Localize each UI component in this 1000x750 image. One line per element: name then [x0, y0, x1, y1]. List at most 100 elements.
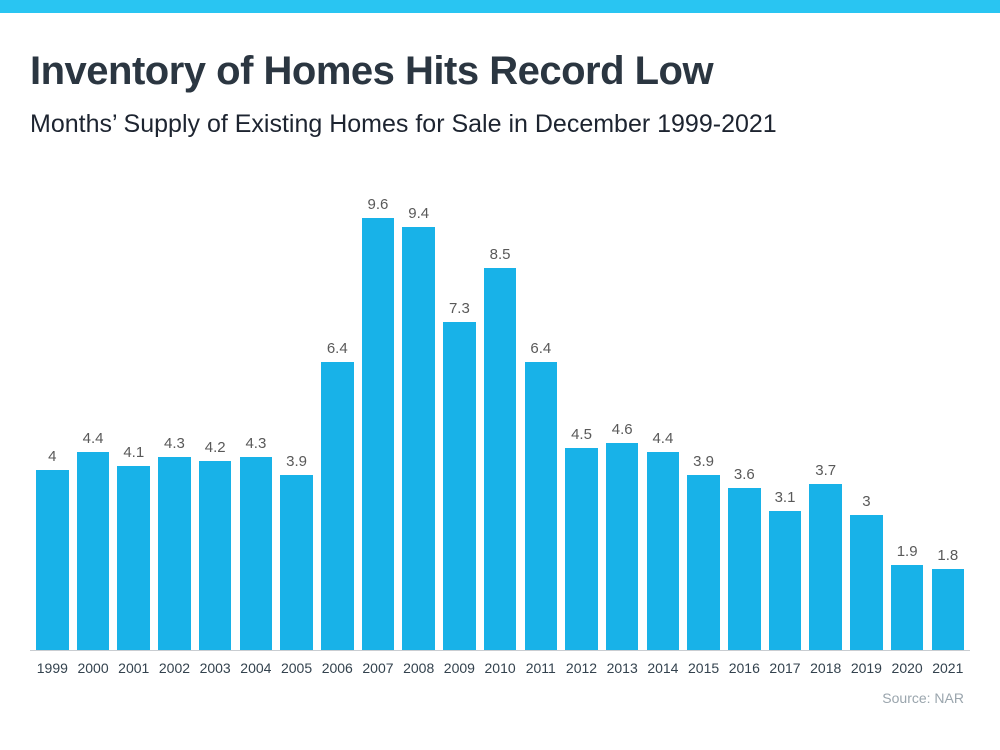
bar	[158, 456, 191, 650]
bar-value-label: 4.1	[123, 443, 145, 461]
bar-value-label: 6.4	[530, 340, 552, 357]
bar-value-label: 3.9	[693, 452, 715, 470]
bar	[728, 488, 761, 650]
x-axis-tick-label: 2016	[728, 660, 760, 676]
x-axis-tick-label: 2009	[443, 660, 475, 676]
bar-value-label: 6.4	[326, 340, 348, 357]
bar-group: 4.3	[154, 181, 195, 650]
bar-value-label: 7.3	[448, 299, 470, 317]
x-axis-tick-label: 1999	[36, 660, 68, 676]
bar	[402, 227, 435, 650]
bar	[687, 474, 720, 650]
chart-page: Inventory of Homes Hits Record Low Month…	[0, 13, 1000, 708]
x-axis-tick-label: 2013	[606, 660, 638, 676]
bar-chart: 4 4.4 4.1 4.3 4.2 4.3 3.9 6.4 9.6 9.4 7.3 8.5 6.4 4.5…	[30, 181, 970, 708]
bar-group: 3	[846, 181, 887, 650]
x-axis-tick-label: 2018	[810, 660, 842, 676]
bar-value-label: 4.5	[571, 425, 592, 443]
bar	[483, 267, 517, 650]
bar-group: 9.4	[398, 181, 439, 650]
x-axis-tick-label: 2003	[199, 660, 231, 676]
bar-value-label: 4.3	[245, 434, 267, 452]
x-axis-tick-label: 2001	[118, 660, 150, 676]
bar-value-label: 3.1	[774, 488, 796, 506]
bar	[36, 470, 69, 650]
bar-value-label: 3.7	[815, 461, 837, 479]
bar	[280, 474, 313, 650]
x-axis-tick-label: 2004	[240, 660, 272, 676]
x-axis-tick-label: 2021	[932, 660, 964, 676]
bar-value-label: 4.4	[652, 430, 674, 447]
x-axis-tick-label: 2019	[850, 660, 882, 676]
bar-group: 1.9	[887, 181, 928, 650]
x-axis-tick-label: 2010	[484, 660, 516, 676]
source-row: Source: NAR	[30, 690, 970, 708]
bar	[605, 443, 639, 650]
bar	[890, 564, 924, 650]
source-label: Source: NAR	[882, 690, 964, 706]
bar	[361, 218, 395, 650]
accent-top-strip	[0, 0, 1000, 13]
x-axis-tick-label: 2005	[280, 660, 313, 676]
bar	[768, 510, 802, 650]
bar	[565, 447, 598, 650]
bar-group: 4.4	[73, 181, 114, 650]
bar	[443, 321, 476, 650]
x-axis-tick-label: 2002	[158, 660, 191, 676]
bar-value-label: 4.3	[164, 434, 185, 452]
page-title: Inventory of Homes Hits Record Low	[30, 49, 714, 93]
bar-value-label: 8.5	[489, 245, 511, 263]
bar-group: 3.6	[724, 181, 765, 650]
x-axis-tick-label: 2012	[565, 660, 598, 676]
bar-group: 3.9	[276, 181, 317, 650]
x-axis-tick-label: 2015	[688, 660, 720, 676]
bar-value-label: 9.6	[367, 196, 389, 213]
bar-group: 4.2	[195, 181, 236, 650]
bar	[239, 456, 273, 650]
bar-value-label: 3	[862, 493, 871, 510]
bar-group: 3.7	[805, 181, 846, 650]
bar	[850, 515, 883, 650]
bar-group: 3.1	[765, 181, 806, 650]
bar-group: 6.4	[520, 181, 561, 650]
bar-value-label: 1.8	[937, 547, 959, 564]
bar-value-label: 1.9	[896, 542, 918, 560]
bar	[117, 465, 151, 650]
bar-group: 4.5	[561, 181, 602, 650]
bar	[524, 362, 558, 650]
bar	[320, 362, 354, 650]
bar-group: 8.5	[480, 181, 521, 650]
bar-group: 4.1	[113, 181, 154, 650]
bar-value-label: 9.4	[408, 205, 430, 222]
x-axis-tick-label: 2017	[769, 660, 801, 676]
bar-group: 3.9	[683, 181, 724, 650]
x-axis-tick-label: 2007	[362, 660, 394, 676]
x-axis-tick-label: 2011	[525, 660, 556, 676]
bar-value-label: 3.9	[286, 452, 307, 470]
bar	[198, 461, 232, 650]
page-subtitle: Months’ Supply of Existing Homes for Sal…	[30, 110, 777, 138]
bar-group: 4.3	[236, 181, 277, 650]
bar	[646, 452, 680, 650]
x-axis-tick-label: 2020	[891, 660, 923, 676]
bar-group: 4	[32, 181, 73, 650]
bar-group: 4.4	[643, 181, 684, 650]
x-axis-tick-label: 2000	[77, 660, 109, 676]
bar	[809, 483, 842, 650]
bar-value-label: 4.2	[204, 439, 226, 456]
bar-value-label: 3.6	[733, 466, 755, 483]
x-axis-labels: 1999 2000 2001 2002 2003 2004 2005 2006 2007 2008…	[30, 660, 970, 676]
bar-group: 4.6	[602, 181, 643, 650]
bar	[76, 452, 110, 650]
bar-group: 7.3	[439, 181, 480, 650]
x-axis-tick-label: 2014	[647, 660, 679, 676]
bar-value-label: 4.4	[82, 430, 104, 447]
bar-value-label: 4.6	[611, 421, 633, 438]
bar	[931, 569, 965, 650]
bar-value-label: 4	[48, 448, 57, 465]
bar-group: 9.6	[358, 181, 399, 650]
x-axis-tick-label: 2006	[321, 660, 353, 676]
x-axis-tick-label: 2008	[403, 660, 435, 676]
plot-area: 4 4.4 4.1 4.3 4.2 4.3 3.9 6.4 9.6 9.4 7.3 8.5 6.4 4.5…	[30, 181, 970, 651]
bar-group: 1.8	[927, 181, 968, 650]
